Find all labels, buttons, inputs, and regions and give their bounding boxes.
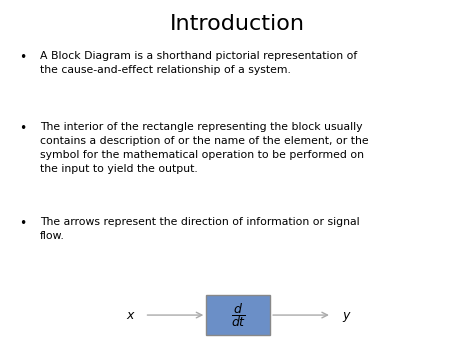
Text: •: •	[19, 217, 26, 230]
FancyBboxPatch shape	[206, 295, 270, 335]
Text: x: x	[127, 308, 134, 322]
Text: •: •	[19, 122, 26, 136]
Text: •: •	[19, 51, 26, 65]
Text: A Block Diagram is a shorthand pictorial representation of
the cause-and-effect : A Block Diagram is a shorthand pictorial…	[40, 51, 357, 76]
Text: $\dfrac{d}{dt}$: $\dfrac{d}{dt}$	[230, 301, 246, 329]
Text: Introduction: Introduction	[170, 14, 304, 34]
Text: y: y	[342, 308, 350, 322]
Text: The arrows represent the direction of information or signal
flow.: The arrows represent the direction of in…	[40, 217, 360, 241]
Text: The interior of the rectangle representing the block usually
contains a descript: The interior of the rectangle representi…	[40, 122, 369, 174]
